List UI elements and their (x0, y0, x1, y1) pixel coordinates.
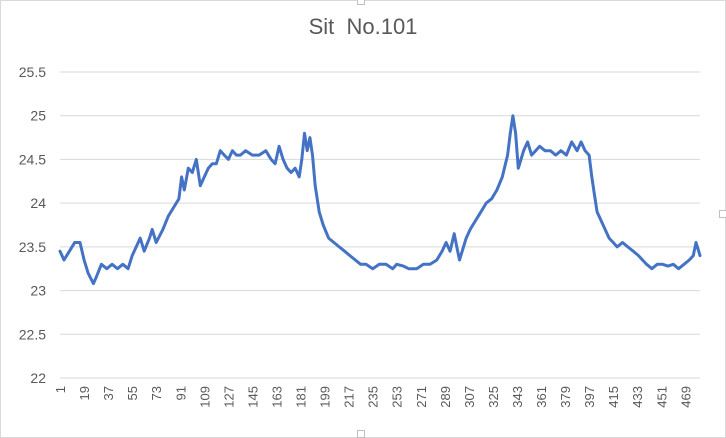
x-tick-label: 109 (197, 386, 212, 408)
x-tick-label: 181 (294, 386, 309, 408)
resize-handle-bottom-center[interactable] (357, 430, 365, 438)
x-tick-label: 307 (462, 386, 477, 408)
x-tick-label: 37 (101, 386, 116, 400)
x-tick-label: 325 (486, 386, 501, 408)
x-tick-label: 469 (678, 386, 693, 408)
x-tick-label: 145 (245, 386, 260, 408)
x-tick-label: 91 (173, 386, 188, 400)
y-tick-label: 25.5 (19, 64, 46, 80)
y-tick-label: 22 (30, 370, 46, 386)
x-tick-label: 361 (534, 386, 549, 408)
x-tick-label: 217 (342, 386, 357, 408)
x-tick-label: 73 (149, 386, 164, 400)
series-layer (58, 114, 702, 286)
y-tick-label: 23 (30, 283, 46, 299)
x-tick-label: 199 (318, 386, 333, 408)
chart-title: Sit No.101 (308, 14, 418, 39)
x-tick-label: 379 (558, 386, 573, 408)
x-tick-label: 343 (510, 386, 525, 408)
x-tick-label: 397 (582, 386, 597, 408)
x-tick-label: 433 (630, 386, 645, 408)
x-tick-label: 55 (125, 386, 140, 400)
x-tick-label: 163 (269, 386, 284, 408)
x-tick-label: 271 (414, 386, 429, 408)
x-tick-label: 235 (366, 386, 381, 408)
series-line-0 (58, 114, 702, 286)
gridlines (60, 71, 700, 379)
x-tick-label: 1 (53, 386, 68, 393)
y-tick-label: 25 (30, 108, 46, 124)
x-tick-label: 451 (654, 386, 669, 408)
x-tick-label: 415 (606, 386, 621, 408)
y-tick-label: 23.5 (19, 239, 46, 255)
resize-handle-right-middle[interactable] (719, 210, 726, 218)
y-tick-label: 24 (30, 195, 46, 211)
x-tick-label: 19 (77, 386, 92, 400)
x-axis-tick-labels: 1 19 37 55 73 91 109 127 145 163 181 199 217 235 253 27… (53, 386, 693, 408)
y-axis-tick-labels: 25.5 25 24.5 24 23.5 23 22.5 22 (19, 64, 46, 386)
resize-handle-top-center[interactable] (357, 0, 365, 5)
y-tick-label: 24.5 (19, 151, 46, 167)
x-tick-label: 289 (438, 386, 453, 408)
x-tick-label: 253 (390, 386, 405, 408)
x-tick-label: 127 (221, 386, 236, 408)
y-tick-label: 22.5 (19, 326, 46, 342)
